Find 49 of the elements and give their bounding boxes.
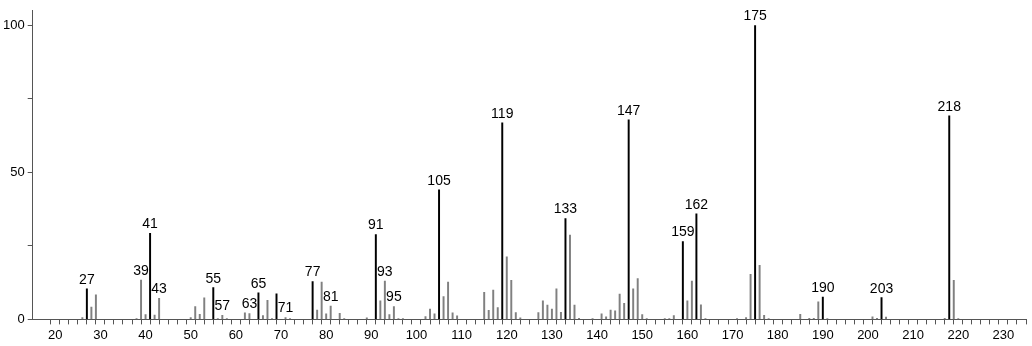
annotation: 43: [151, 280, 168, 297]
y-tick-label: 50: [10, 164, 25, 180]
x-tick-label: 230: [992, 326, 1015, 342]
x-tick-label: 110: [451, 326, 472, 342]
annotation: 105: [427, 171, 451, 188]
annotation: 41: [142, 215, 159, 232]
annotation: 65: [250, 274, 267, 291]
y-tick-label: 0: [17, 310, 25, 326]
annotation: 95: [386, 288, 402, 305]
x-tick-label: 90: [364, 326, 379, 342]
x-tick-label: 50: [183, 326, 198, 342]
annotation: 93: [377, 263, 393, 280]
annotation: 27: [79, 270, 95, 287]
annotation: 162: [684, 195, 709, 212]
annotation: 119: [491, 104, 514, 121]
annotation: 190: [811, 278, 835, 295]
x-tick-label: 100: [405, 326, 428, 342]
x-tick-label: 170: [721, 326, 744, 342]
x-tick-label: 220: [947, 326, 970, 342]
x-tick-label: 80: [318, 326, 334, 342]
annotation: 81: [322, 288, 339, 305]
x-tick-label: 30: [93, 326, 108, 342]
annotation: 63: [241, 295, 258, 312]
annotation: 159: [671, 223, 695, 240]
annotation: 133: [553, 200, 578, 217]
x-tick-label: 120: [495, 326, 518, 342]
annotation: 55: [205, 269, 222, 286]
x-tick-label: 150: [631, 326, 654, 342]
y-tick-label: 100: [2, 17, 25, 33]
annotation: 147: [617, 101, 641, 118]
x-tick-label: 40: [138, 326, 153, 342]
x-tick-label: 130: [541, 326, 563, 342]
annotation: 175: [743, 7, 767, 24]
x-tick-label: 70: [273, 326, 289, 342]
annotation: 218: [937, 97, 962, 114]
x-tick-label: 160: [676, 326, 699, 342]
x-tick-label: 20: [48, 326, 63, 342]
annotation: 71: [277, 299, 294, 316]
x-tick-label: 140: [586, 326, 608, 342]
annotation: 203: [869, 279, 894, 296]
x-tick-label: 180: [766, 326, 789, 342]
x-tick-label: 60: [228, 326, 244, 342]
x-tick-label: 200: [857, 326, 879, 342]
x-tick-label: 190: [811, 326, 834, 342]
annotation: 39: [133, 261, 150, 278]
annotation: 57: [214, 297, 231, 314]
x-tick-label: 210: [902, 326, 924, 342]
annotation: 77: [304, 263, 321, 280]
annotation: 91: [368, 216, 384, 233]
